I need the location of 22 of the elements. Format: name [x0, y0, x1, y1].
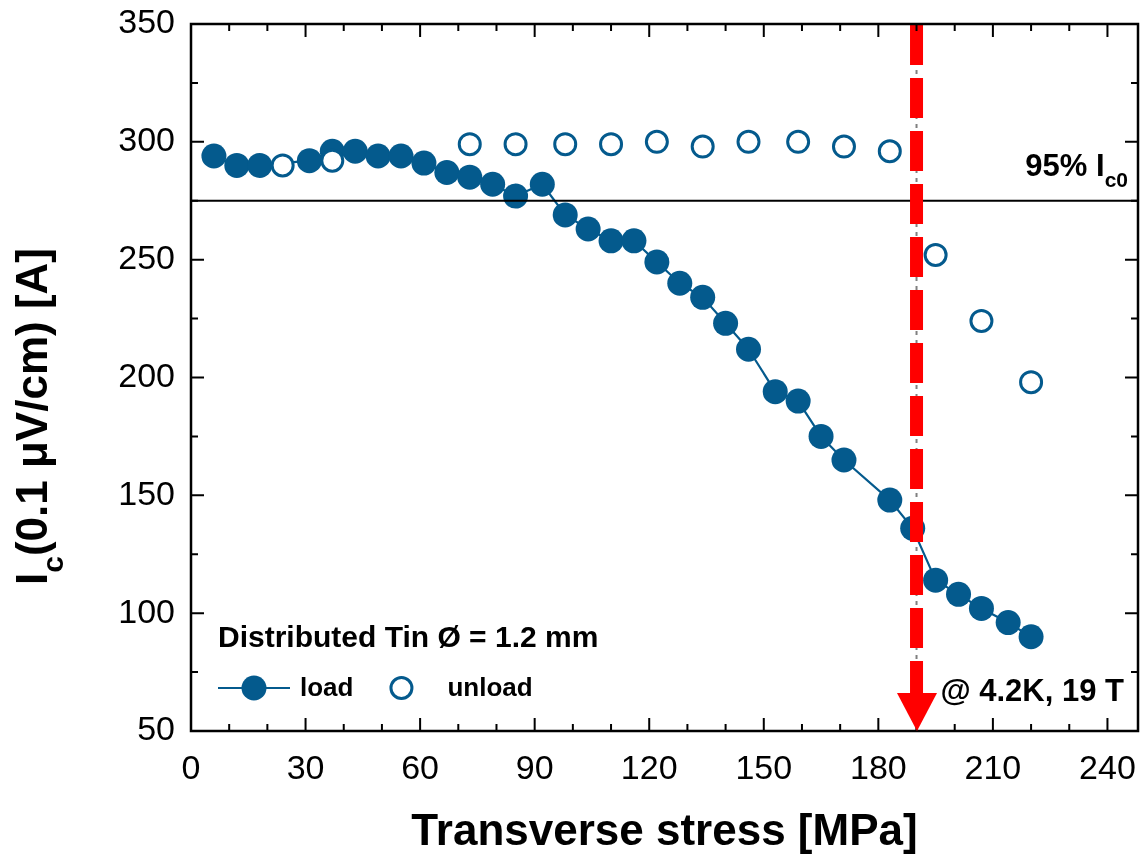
legend-label: unload: [447, 672, 533, 703]
x-tick-label: 120: [620, 747, 678, 786]
x-tick-label: 240: [1079, 747, 1136, 786]
x-tick-label: 30: [286, 747, 325, 786]
annotation: @ 4.2K, 19 T: [940, 673, 1125, 708]
y-tick-label: 150: [118, 473, 175, 512]
y-tick-label: 300: [118, 120, 175, 159]
x-tick-label: 90: [515, 747, 554, 786]
x-axis-title: Transverse stress [MPa]: [411, 805, 918, 854]
x-tick-label: 180: [849, 747, 907, 786]
y-tick-label: 50: [137, 709, 175, 748]
y-tick-label: 100: [118, 591, 175, 630]
legend-label: load: [300, 672, 354, 703]
y-tick-label: 200: [118, 355, 175, 394]
x-tick-label: 210: [964, 747, 1022, 786]
legend-title: Distributed Tin Ø = 1.2 mm: [218, 620, 599, 653]
x-tick-label: 60: [401, 747, 440, 786]
y-axis-title: Ic(0.1 μV/cm) [A]: [7, 247, 69, 585]
y-tick-label: 350: [118, 2, 175, 41]
y-tick-label: 250: [118, 238, 175, 277]
x-tick-label: 0: [181, 747, 201, 786]
x-tick-label: 150: [735, 747, 793, 786]
